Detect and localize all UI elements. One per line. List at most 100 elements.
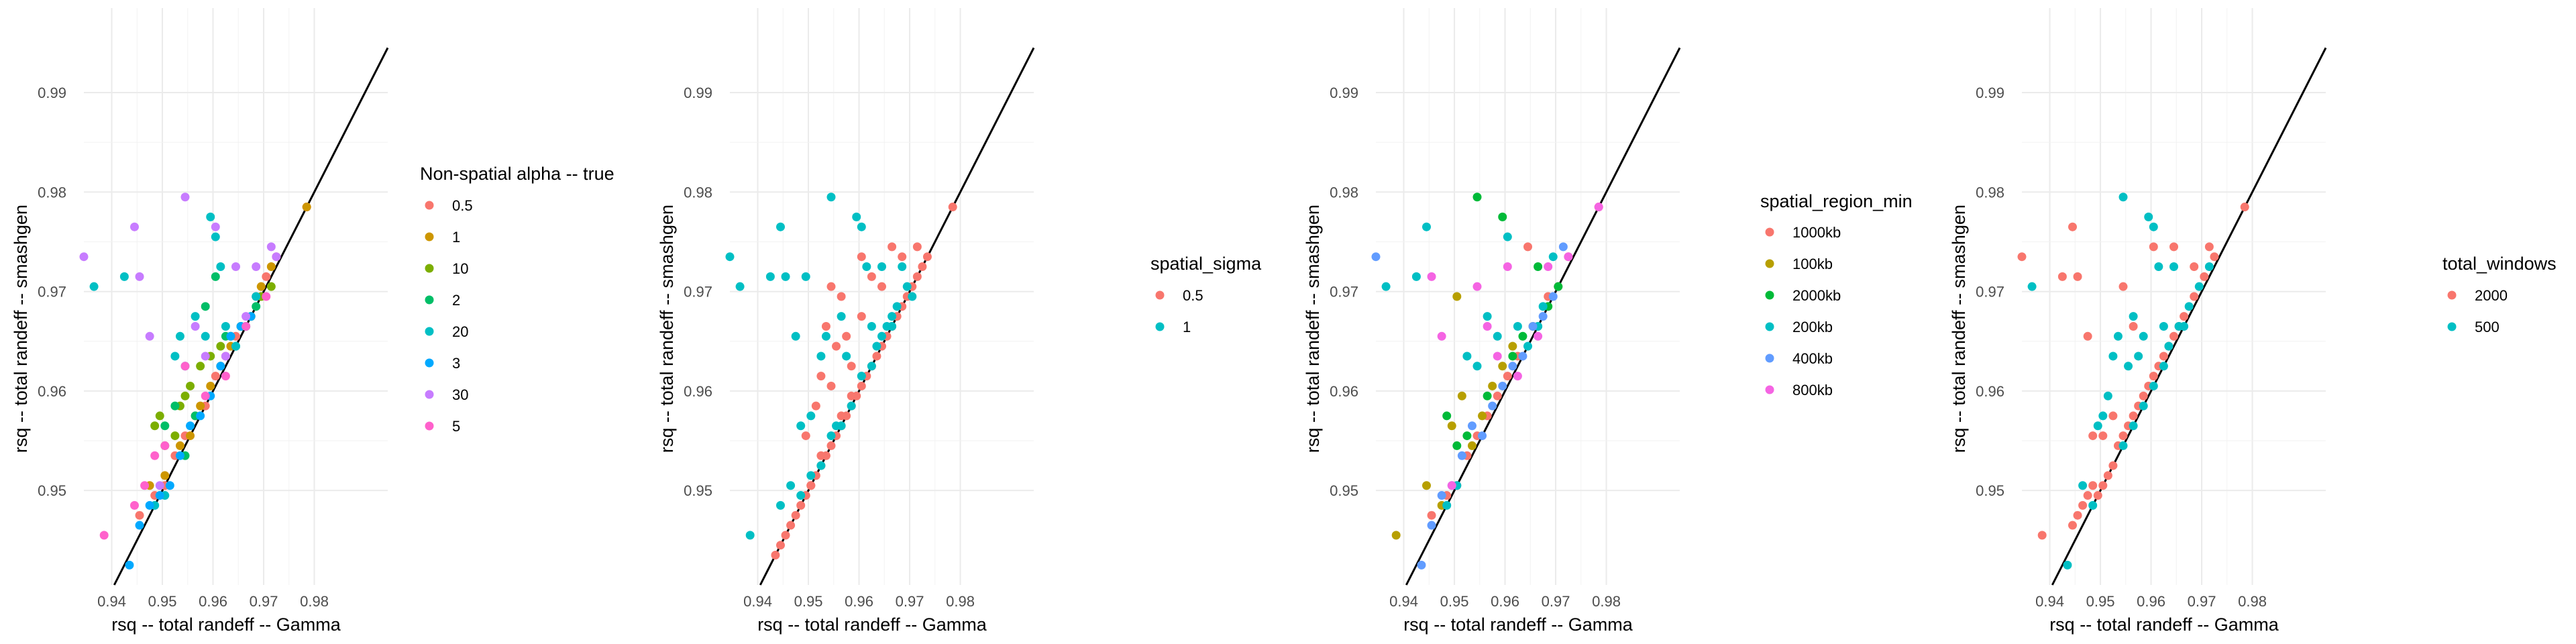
data-point [1513,321,1522,331]
data-point [201,302,210,311]
data-point [1493,331,1502,341]
legend-title: total_windows [2443,254,2557,274]
legend-title: spatial_sigma [1150,254,1262,274]
data-point [2118,282,2128,291]
data-point [1508,341,1517,351]
legend-key [425,232,434,241]
data-point [1558,242,1568,252]
data-point [1467,441,1477,450]
data-point [165,481,174,490]
grid [730,8,1034,585]
legend-key [425,264,434,273]
data-point [2108,461,2118,470]
data-point [862,262,871,272]
data-point [1493,352,1502,361]
legend-label: 20 [452,323,468,340]
legend-label: 1 [1183,319,1191,335]
data-point [842,331,851,341]
data-point [1437,491,1446,500]
y-tick-label: 0.97 [1976,284,2004,301]
data-point [1594,203,1603,212]
data-point [2159,352,2168,361]
x-tick-label: 0.96 [199,593,227,610]
x-tick-label: 0.98 [2238,593,2267,610]
data-point [877,262,886,272]
legend-label: 2000 [2475,287,2508,304]
data-point [908,292,917,301]
data-point [2180,321,2189,331]
legend-key [1765,322,1774,331]
data-point [216,341,225,351]
data-point [1442,500,1452,510]
data-point [1467,421,1477,431]
legend: 2000 500 [2447,287,2508,335]
data-point [2154,262,2163,272]
data-point [135,521,144,530]
panel-1: 0.94 0.95 0.96 0.97 0.98 0.950.960.970.980.9… [11,8,614,635]
data-point [2164,341,2174,351]
data-point [826,441,836,450]
x-tick-label: 0.97 [2188,593,2216,610]
data-point [776,541,785,550]
data-point [2159,321,2168,331]
legend-label: 1 [452,229,460,246]
x-tick-label: 0.95 [1440,593,1469,610]
x-tick-label: 0.97 [896,593,924,610]
data-point [2083,491,2092,500]
data-point [160,421,170,431]
x-tick-label: 0.95 [794,593,823,610]
data-point [2078,481,2088,490]
y-tick-label: 0.98 [1976,184,2004,201]
data-point [201,352,210,361]
data-point [135,511,144,520]
data-point [2118,441,2128,450]
data-point [816,352,826,361]
y-tick-label: 0.95 [1330,482,1358,499]
data-point [231,262,240,272]
legend-label: 100kb [1792,256,1833,272]
data-point [857,372,866,381]
data-point [145,331,154,341]
data-point [2139,401,2148,411]
y-axis-title: rsq -- total randeff -- smashgen [1303,205,1323,453]
legend-label: 800kb [1792,382,1833,398]
data-point [99,531,109,540]
legend: 0.5 1 10 2 20 3 30 5 [425,197,473,435]
data-point [816,461,826,470]
panel-2: 0.94 0.95 0.96 0.97 0.98 0.950.960.970.980.9… [657,8,1262,635]
data-point [2118,193,2128,202]
data-point [1483,312,1492,321]
data-point [847,362,856,371]
data-point [2088,500,2098,510]
data-point [266,242,276,252]
data-point [262,272,271,281]
data-point [2129,321,2138,331]
x-tick-label: 0.96 [2137,593,2165,610]
data-point [826,431,836,441]
data-point [2190,262,2199,272]
data-point [867,272,876,281]
data-point [1371,252,1381,262]
data-point [1452,292,1462,301]
data-point [902,282,912,291]
data-point [735,282,745,291]
data-point [2204,242,2214,252]
y-axis-title: rsq -- total randeff -- smashgen [11,205,31,453]
data-point [79,252,89,262]
data-point [2093,421,2102,431]
legend-key [1765,354,1774,363]
data-point [888,321,897,331]
data-point [1427,521,1436,530]
x-tick-label: 0.95 [148,593,177,610]
data-point [256,282,266,291]
data-point [892,302,902,311]
data-point [1523,341,1532,351]
data-point [2129,411,2138,421]
data-point [877,282,886,291]
data-point [1472,282,1482,291]
y-tick-label: 0.99 [684,85,712,101]
data-point [2017,252,2027,262]
legend-title: Non-spatial alpha -- true [420,164,614,184]
data-point [1518,352,1527,361]
data-point [1544,262,1553,272]
